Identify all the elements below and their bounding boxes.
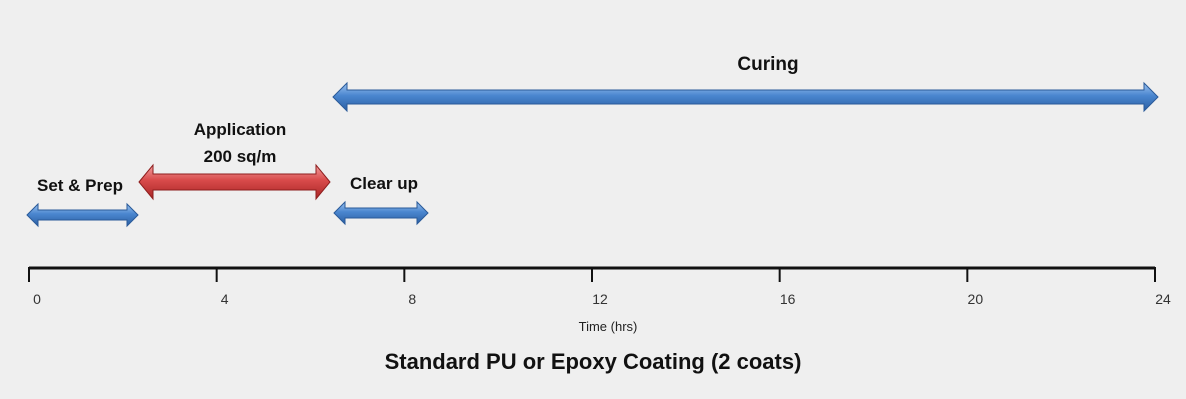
chart-title: Standard PU or Epoxy Coating (2 coats) — [385, 349, 802, 374]
tick-label: 0 — [33, 291, 41, 307]
time-axis: 0 4 8 12 16 20 24 — [28, 266, 1171, 307]
tick-label: 20 — [968, 291, 984, 307]
phase-arrow — [138, 163, 331, 201]
tick-label: 16 — [780, 291, 796, 307]
phase-arrow — [332, 81, 1159, 113]
phase-labels: Set & Prep Application 200 sq/m Clear up Cur… — [37, 54, 799, 195]
tick-label: 4 — [221, 291, 229, 307]
phase-arrow — [26, 202, 139, 228]
tick-label: 24 — [1155, 291, 1171, 307]
tick-label: 12 — [592, 291, 608, 307]
phase-label: Clear up — [350, 174, 418, 193]
axis-title: Time (hrs) — [579, 319, 638, 334]
tick-label: 8 — [408, 291, 416, 307]
phase-label: Application — [194, 120, 287, 139]
phase-label: Set & Prep — [37, 176, 123, 195]
phase-arrow — [333, 200, 429, 226]
phase-label: Curing — [737, 54, 798, 75]
phase-label: 200 sq/m — [204, 147, 277, 166]
phase-arrows — [26, 81, 1159, 228]
